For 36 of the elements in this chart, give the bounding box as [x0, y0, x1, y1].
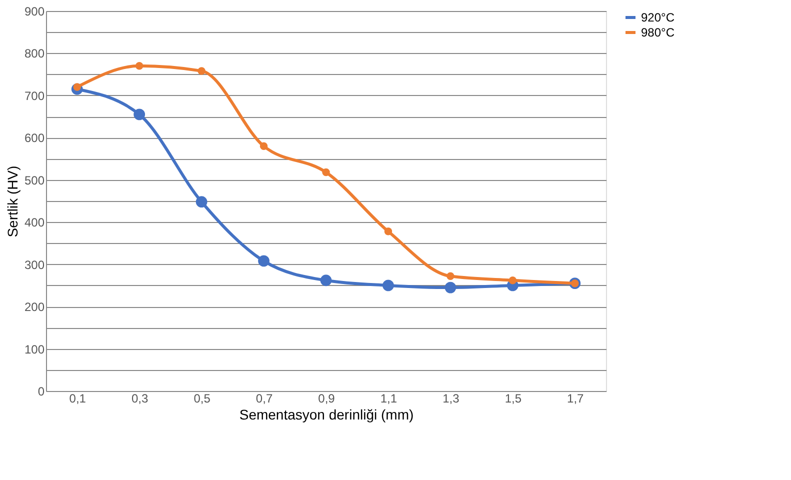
point	[135, 62, 144, 70]
x-tick-label: 1,7	[567, 392, 584, 406]
point	[384, 228, 392, 236]
y-tick-label: 0	[38, 384, 45, 398]
point	[198, 67, 206, 75]
point	[508, 276, 517, 284]
point	[134, 108, 146, 120]
x-tick-label: 0,7	[256, 392, 273, 406]
point	[382, 280, 394, 292]
y-tick-label: 300	[24, 258, 45, 272]
y-tick-label: 500	[24, 173, 45, 188]
y-tick-label: 800	[24, 46, 45, 61]
y-tick-label: 700	[24, 88, 45, 103]
x-tick-label: 0,1	[69, 392, 86, 406]
x-tick-label: 0,3	[131, 392, 148, 406]
point	[322, 168, 330, 176]
y-tick-label: 600	[24, 131, 45, 146]
x-tick-label: 0,9	[318, 392, 336, 406]
point	[260, 142, 268, 150]
x-tick-label: 1,1	[380, 392, 398, 406]
x-tick-label: 0,5	[194, 392, 211, 406]
point	[444, 282, 456, 294]
x-tick-label: 1,3	[442, 392, 460, 406]
x-tick-label: 1,5	[504, 392, 522, 406]
legend-label: 920°C	[641, 10, 675, 24]
y-axis-title: Sertlik (HV)	[4, 166, 20, 238]
y-tick-label: 100	[24, 342, 45, 356]
point	[258, 255, 270, 267]
y-tick-label: 200	[24, 300, 45, 314]
y-tick-label: 900	[24, 4, 45, 18]
legend-label: 980°C	[641, 26, 675, 40]
point	[446, 272, 454, 280]
point	[320, 274, 332, 286]
y-tick-label: 400	[24, 216, 45, 230]
point	[196, 196, 208, 208]
x-axis-title: Sementasyon derinliği (mm)	[239, 406, 414, 422]
